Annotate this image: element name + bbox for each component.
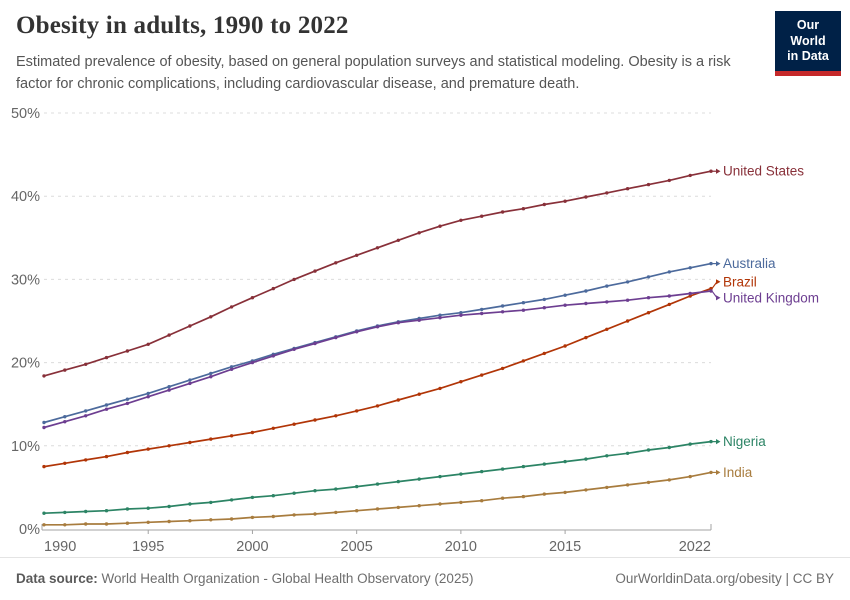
series-label-brazil[interactable]: Brazil (723, 274, 757, 289)
credit-link[interactable]: OurWorldinData.org/obesity | CC BY (615, 570, 834, 586)
y-tick-label-10: 10% (11, 439, 40, 455)
x-tick-label-1990: 1990 (44, 539, 76, 555)
series-line-united-states[interactable] (43, 170, 712, 377)
x-tick-label-2000: 2000 (236, 539, 268, 555)
y-tick-label-20: 20% (11, 356, 40, 372)
x-tick-label-2022: 2022 (679, 539, 711, 555)
series-line-india[interactable] (44, 471, 712, 526)
data-source-text: World Health Organization - Global Healt… (97, 570, 474, 586)
x-tick-label-2015: 2015 (549, 539, 581, 555)
series-markers-india (42, 470, 713, 527)
series-markers-brazil (42, 286, 713, 469)
series-label-australia[interactable]: Australia (723, 256, 776, 271)
series-line-nigeria[interactable] (43, 440, 712, 515)
y-tick-label-0: 0% (19, 522, 40, 538)
series-label-united-states[interactable]: United States (723, 164, 804, 179)
series-arrow-united-kingdom (716, 295, 721, 301)
y-tick-label-30: 30% (11, 272, 40, 288)
series-markers-united-kingdom (42, 289, 713, 430)
x-tick-label-1995: 1995 (132, 539, 164, 555)
y-tick-label-50: 50% (11, 106, 40, 122)
series-markers-australia (42, 261, 713, 425)
page-title: Obesity in adults, 1990 to 2022 (16, 12, 349, 39)
series-arrow-india (716, 469, 721, 476)
data-source-label: Data source: (16, 570, 98, 586)
series-arrow-brazil (716, 279, 721, 285)
y-tick-label-40: 40% (11, 189, 40, 205)
series-markers-nigeria (42, 439, 713, 515)
chart-subtitle: Estimated prevalence of obesity, based o… (16, 54, 731, 92)
owid-logo-line2: in Data (787, 49, 829, 64)
series-arrow-australia (716, 260, 721, 267)
series-label-nigeria[interactable]: Nigeria (723, 434, 766, 449)
chart-footer: Data source: World Health Organization -… (0, 557, 850, 600)
series-line-brazil[interactable] (43, 287, 712, 468)
series-markers-united-states (42, 169, 713, 378)
x-tick-label-2005: 2005 (341, 539, 373, 555)
series-arrow-nigeria (716, 439, 721, 445)
x-tick-label-2010: 2010 (445, 539, 477, 555)
series-label-india[interactable]: India (723, 465, 753, 480)
data-source: Data source: World Health Organization -… (16, 571, 473, 586)
series-arrow-united-states (716, 168, 721, 174)
series-label-united-kingdom[interactable]: United Kingdom (723, 290, 819, 305)
owid-logo-line1: Our World (790, 18, 826, 48)
owid-logo[interactable]: Our World in Data (775, 11, 841, 76)
